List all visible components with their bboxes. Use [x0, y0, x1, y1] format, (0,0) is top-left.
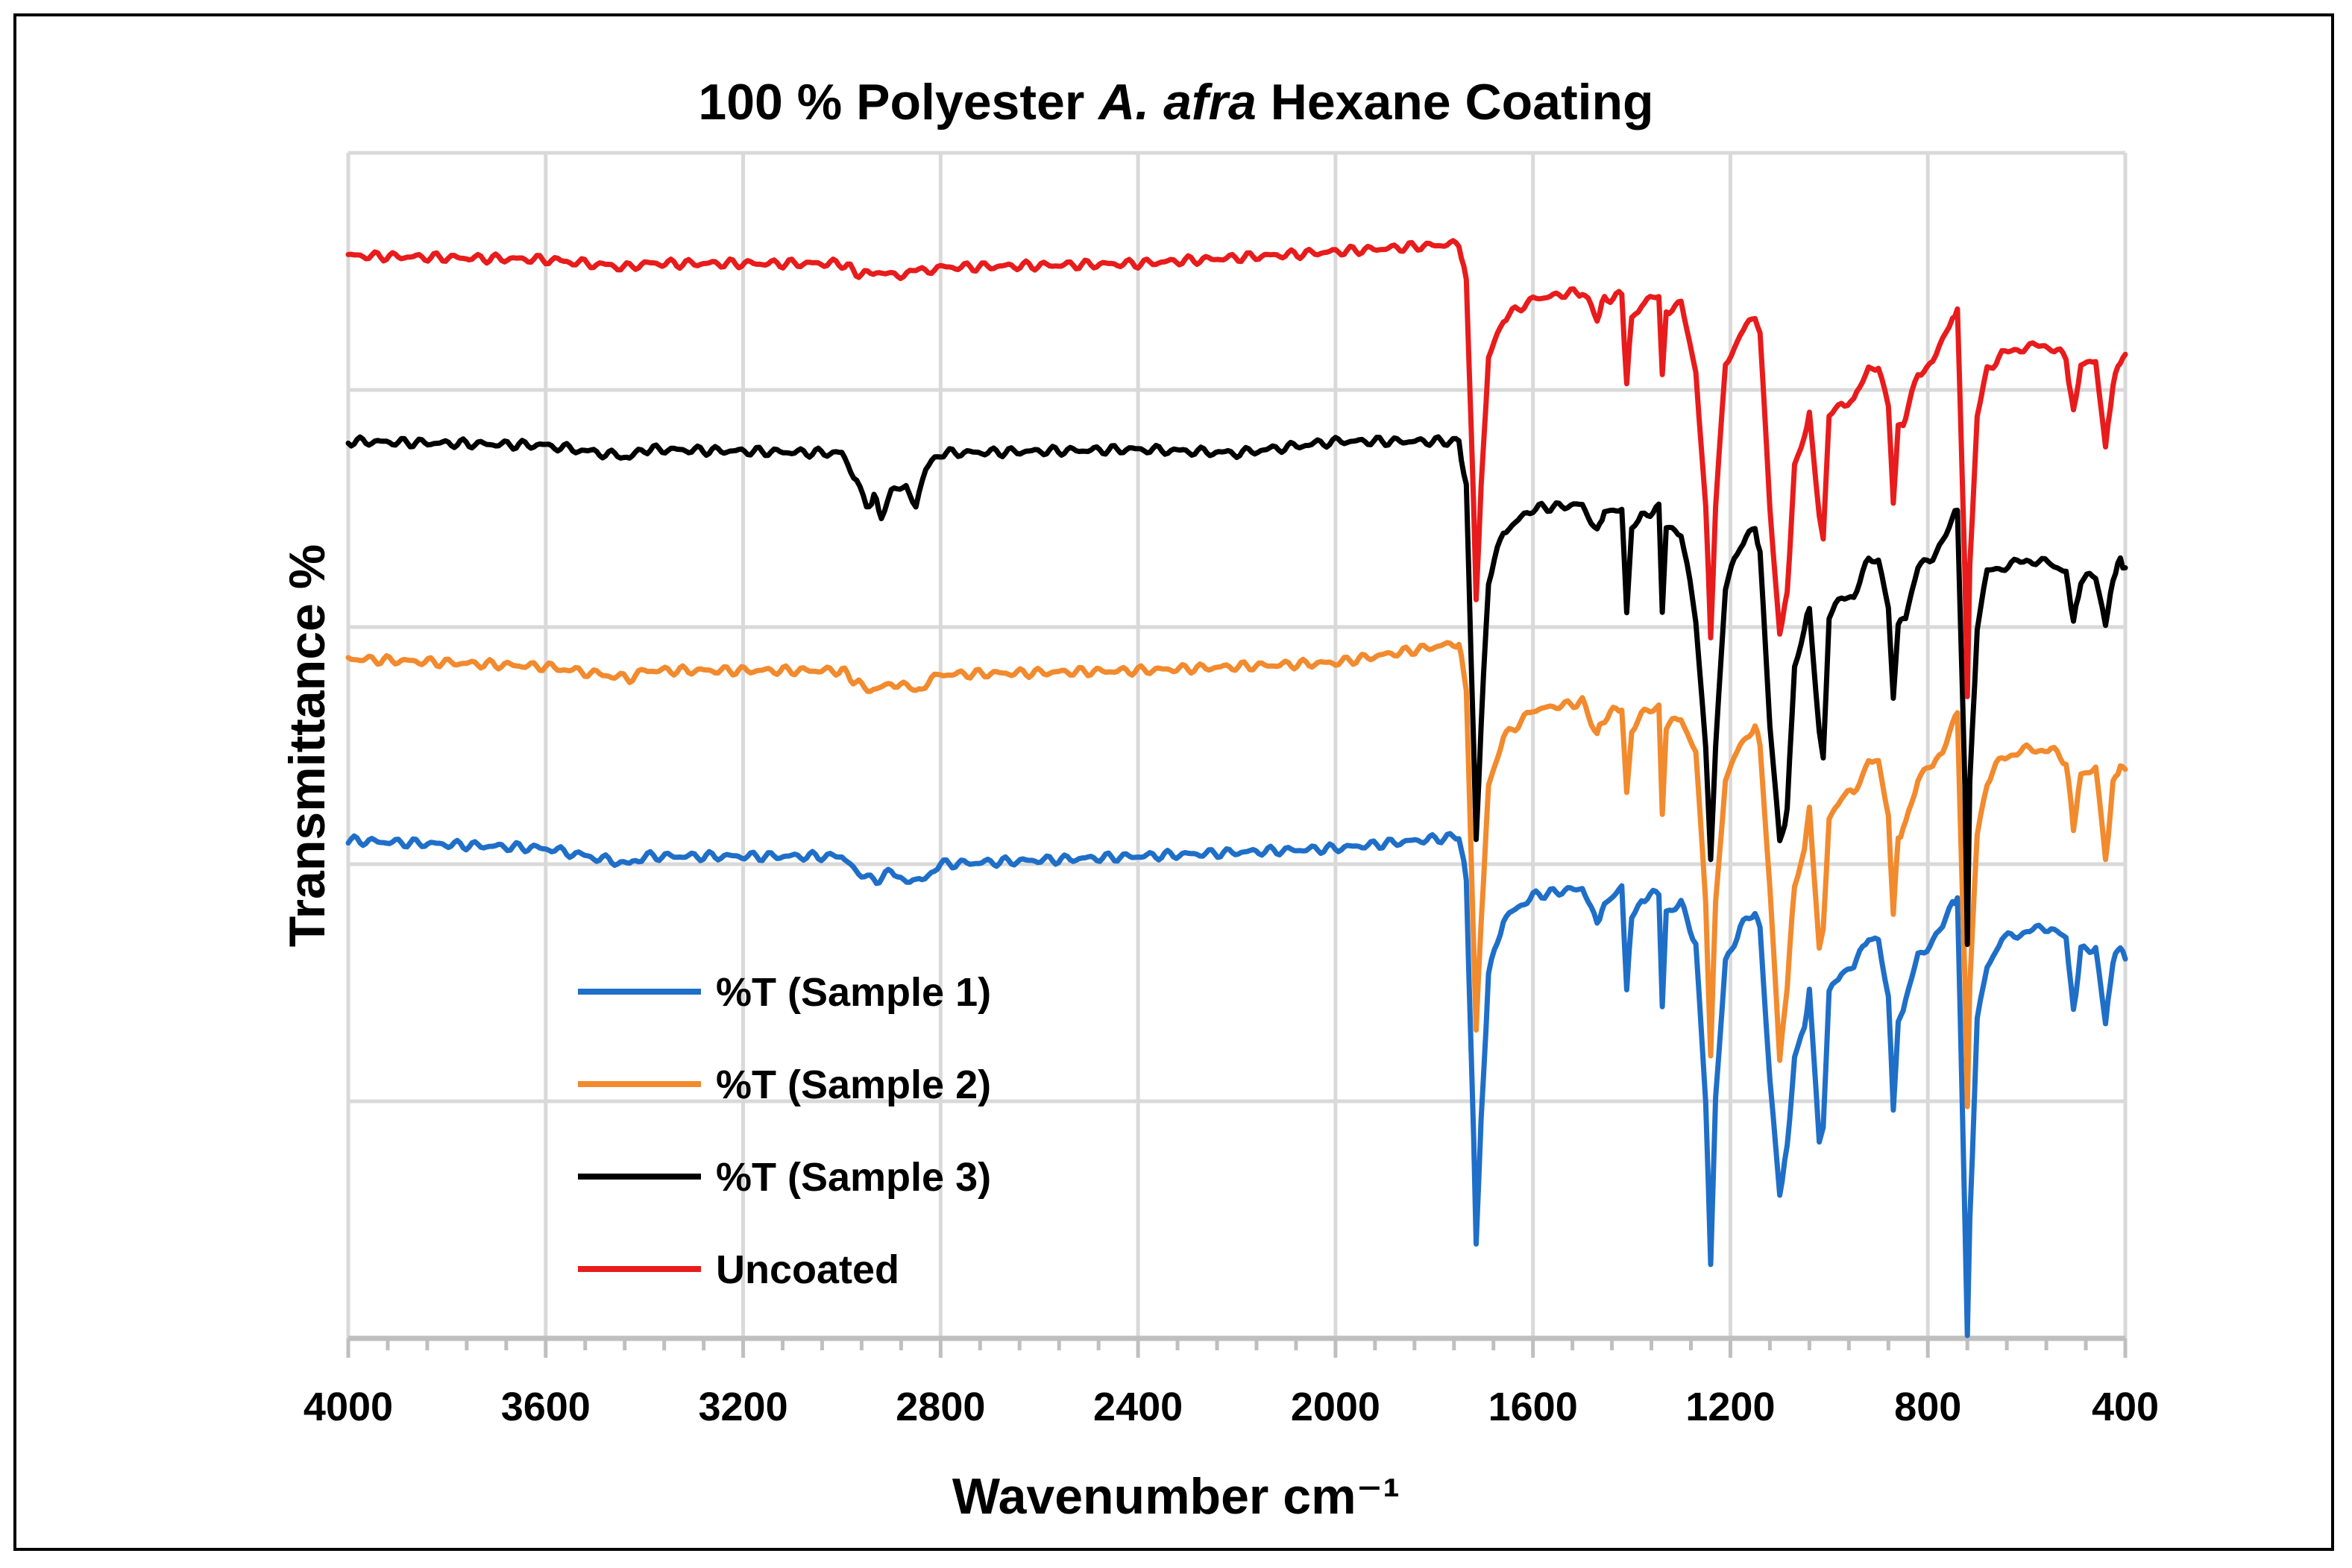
x-tick-label-4000: 4000 [304, 1385, 393, 1429]
legend-label-2: %T (Sample 2) [716, 1062, 991, 1107]
legend-label-1: %T (Sample 1) [716, 970, 991, 1015]
x-axis-label: Wavenumber cm⁻¹ [952, 1468, 1400, 1525]
x-tick-label-1600: 1600 [1488, 1385, 1578, 1429]
chart-frame [13, 13, 2334, 1551]
x-tick-label-1200: 1200 [1685, 1385, 1775, 1429]
x-tick-label-2800: 2800 [896, 1385, 985, 1429]
x-tick-label-2000: 2000 [1291, 1385, 1380, 1429]
legend-label-3: %T (Sample 3) [716, 1155, 991, 1200]
y-axis-label: Transmittance % [279, 544, 336, 947]
legend-label-4: Uncoated [716, 1247, 899, 1292]
x-tick-label-2400: 2400 [1093, 1385, 1183, 1429]
legend: %T (Sample 1) %T (Sample 2) %T (Sample 3) U… [578, 970, 991, 1292]
x-tick-label-3600: 3600 [501, 1385, 591, 1429]
x-tick-label-800: 800 [1894, 1385, 1961, 1429]
x-tick-label-400: 400 [2092, 1385, 2159, 1429]
series-line-4 [345, 238, 2128, 699]
series-line-1 [345, 831, 2128, 1338]
series-group [345, 238, 2128, 1338]
x-axis: 4000 3600 3200 2800 2400 2000 1600 1200 800 400 [304, 1335, 2159, 1429]
x-tick-label-3200: 3200 [698, 1385, 787, 1429]
chart-title: 100 % Polyester A. afra Hexane Coating [698, 74, 1653, 130]
grid [346, 151, 2128, 1341]
series-line-2 [345, 640, 2128, 1109]
series-line-3 [345, 434, 2128, 948]
